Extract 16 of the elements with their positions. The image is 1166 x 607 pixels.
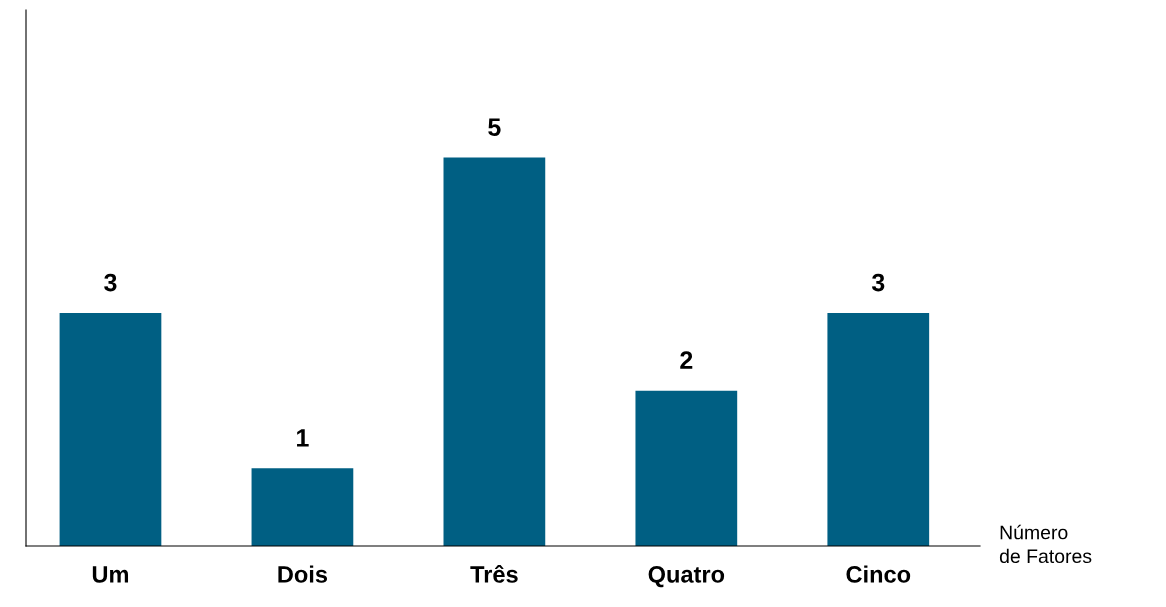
- data-label: 5: [488, 118, 501, 136]
- x-tick-label: Três: [470, 564, 518, 583]
- bar: [59, 312, 162, 546]
- bar: [635, 390, 738, 546]
- x-tick-label: Quatro: [648, 566, 725, 588]
- bar: [251, 468, 354, 546]
- data-label: 3: [104, 273, 117, 292]
- x-tick-label: Dois: [278, 565, 328, 583]
- data-label: 2: [680, 351, 693, 369]
- bar: [827, 312, 930, 546]
- data-label: 3: [871, 273, 885, 292]
- data-label: 1: [297, 429, 309, 447]
- x-tick-label: Um: [92, 566, 129, 583]
- bar: [443, 157, 546, 546]
- x-axis-title: Número de Fatores: [999, 524, 1092, 564]
- x-tick-label: Cinco: [846, 565, 911, 583]
